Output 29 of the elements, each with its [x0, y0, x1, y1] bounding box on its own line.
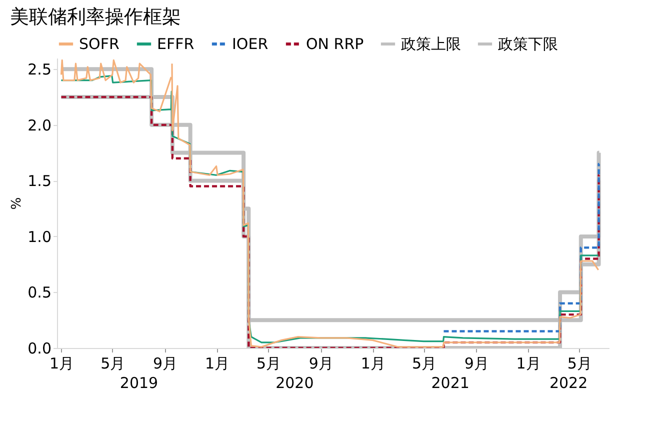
text: 2020: [276, 374, 314, 392]
legend-label: SOFR: [79, 35, 120, 53]
text: 2019: [120, 374, 158, 392]
legend-label: IOER: [232, 35, 268, 53]
y-tick-label: 2.5: [28, 60, 52, 79]
chart-title: 美联储利率操作框架: [10, 6, 182, 28]
x-tick-label: 9月: [152, 354, 178, 372]
y-tick-label: 0.5: [28, 284, 52, 302]
x-tick-label: 1月: [360, 354, 386, 372]
x-tick-label: 1月: [49, 354, 74, 372]
y-tick-label: 2.0: [28, 116, 52, 134]
x-tick-label: 1月: [516, 354, 541, 372]
legend-label: EFFR: [157, 35, 194, 53]
x-tick-label: 5月: [100, 354, 126, 372]
legend-label: 政策下限: [498, 35, 558, 53]
y-tick-label: 0.0: [28, 340, 52, 358]
y-tick-label: 1.5: [28, 172, 52, 190]
text: 2022: [549, 374, 588, 392]
x-tick-label: 5月: [412, 354, 436, 372]
x-tick-label: 5月: [256, 354, 282, 372]
legend-label: ON RRP: [306, 35, 364, 53]
text: 2021: [431, 374, 470, 392]
x-tick-label: 9月: [464, 354, 489, 372]
x-tick-label: 1月: [204, 354, 230, 372]
x-tick-label: 5月: [567, 354, 592, 372]
legend-label: 政策上限: [401, 35, 461, 53]
x-tick-label: 9月: [308, 354, 334, 372]
y-axis-title: %: [10, 197, 25, 210]
y-tick-label: 1.0: [28, 228, 52, 246]
